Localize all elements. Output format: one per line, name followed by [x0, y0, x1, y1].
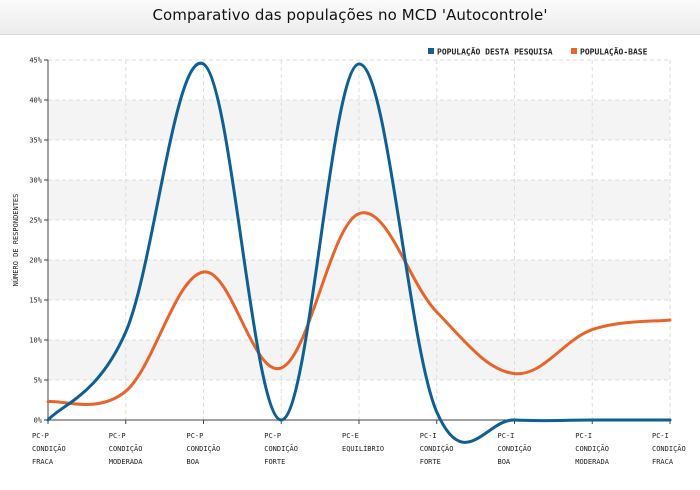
x-category-label: PC-P [187, 432, 204, 440]
y-tick-label: 5% [34, 377, 43, 385]
x-category-label: PC-I [575, 432, 592, 440]
x-category-label: CONDIÇÃO [187, 444, 221, 453]
x-category-label: PC-P [109, 432, 126, 440]
x-category-label: CONDIÇÃO [32, 444, 66, 453]
x-category-label: FRACA [652, 458, 674, 466]
y-tick-label: 20% [29, 257, 42, 265]
y-tick-label: 40% [29, 97, 42, 105]
legend-label: POPULAÇÃO-BASE [580, 47, 648, 57]
legend-swatch [571, 48, 577, 54]
x-category-label: BOA [498, 458, 511, 466]
series-line [46, 211, 672, 406]
y-tick-label: 10% [29, 337, 42, 345]
y-tick-label: 45% [29, 57, 42, 65]
x-category-label: PC-P [264, 432, 281, 440]
y-axis-label: NÚMERO DE RESPONDENTES [11, 194, 20, 287]
y-tick-label: 30% [29, 177, 42, 185]
x-category-label: PC-I [420, 432, 437, 440]
x-category-label: CONDIÇÃO [264, 444, 298, 453]
y-tick-label: 15% [29, 297, 42, 305]
x-category-label: FRACA [32, 458, 54, 466]
x-category-label: PC-I [652, 432, 669, 440]
x-category-label: MODERADA [109, 458, 144, 466]
x-category-label: CONDIÇÃO [109, 444, 143, 453]
y-tick-label: 25% [29, 217, 42, 225]
x-category-label: MODERADA [575, 458, 610, 466]
y-tick-label: 0% [34, 417, 43, 425]
x-category-label: CONDIÇÃO [575, 444, 609, 453]
chart-header: Comparativo das populações no MCD 'Autoc… [0, 0, 700, 35]
x-category-label: PC-I [498, 432, 515, 440]
legend-label: POPULAÇÃO DESTA PESQUISA [437, 47, 553, 57]
series-line [46, 61, 672, 444]
chart-title: Comparativo das populações no MCD 'Autoc… [152, 6, 548, 24]
x-category-label: PC-P [32, 432, 49, 440]
x-category-label: FORTE [264, 458, 285, 466]
x-category-label: CONDIÇÃO [498, 444, 532, 453]
x-category-label: CONDIÇÃO [652, 444, 686, 453]
x-category-label: EQUILÍBRIO [342, 444, 384, 453]
x-category-label: PC-E [342, 432, 359, 440]
y-tick-label: 35% [29, 137, 42, 145]
x-category-label: FORTE [420, 458, 441, 466]
x-category-label: BOA [187, 458, 200, 466]
x-category-label: CONDIÇÃO [420, 444, 454, 453]
legend-swatch [428, 48, 434, 54]
